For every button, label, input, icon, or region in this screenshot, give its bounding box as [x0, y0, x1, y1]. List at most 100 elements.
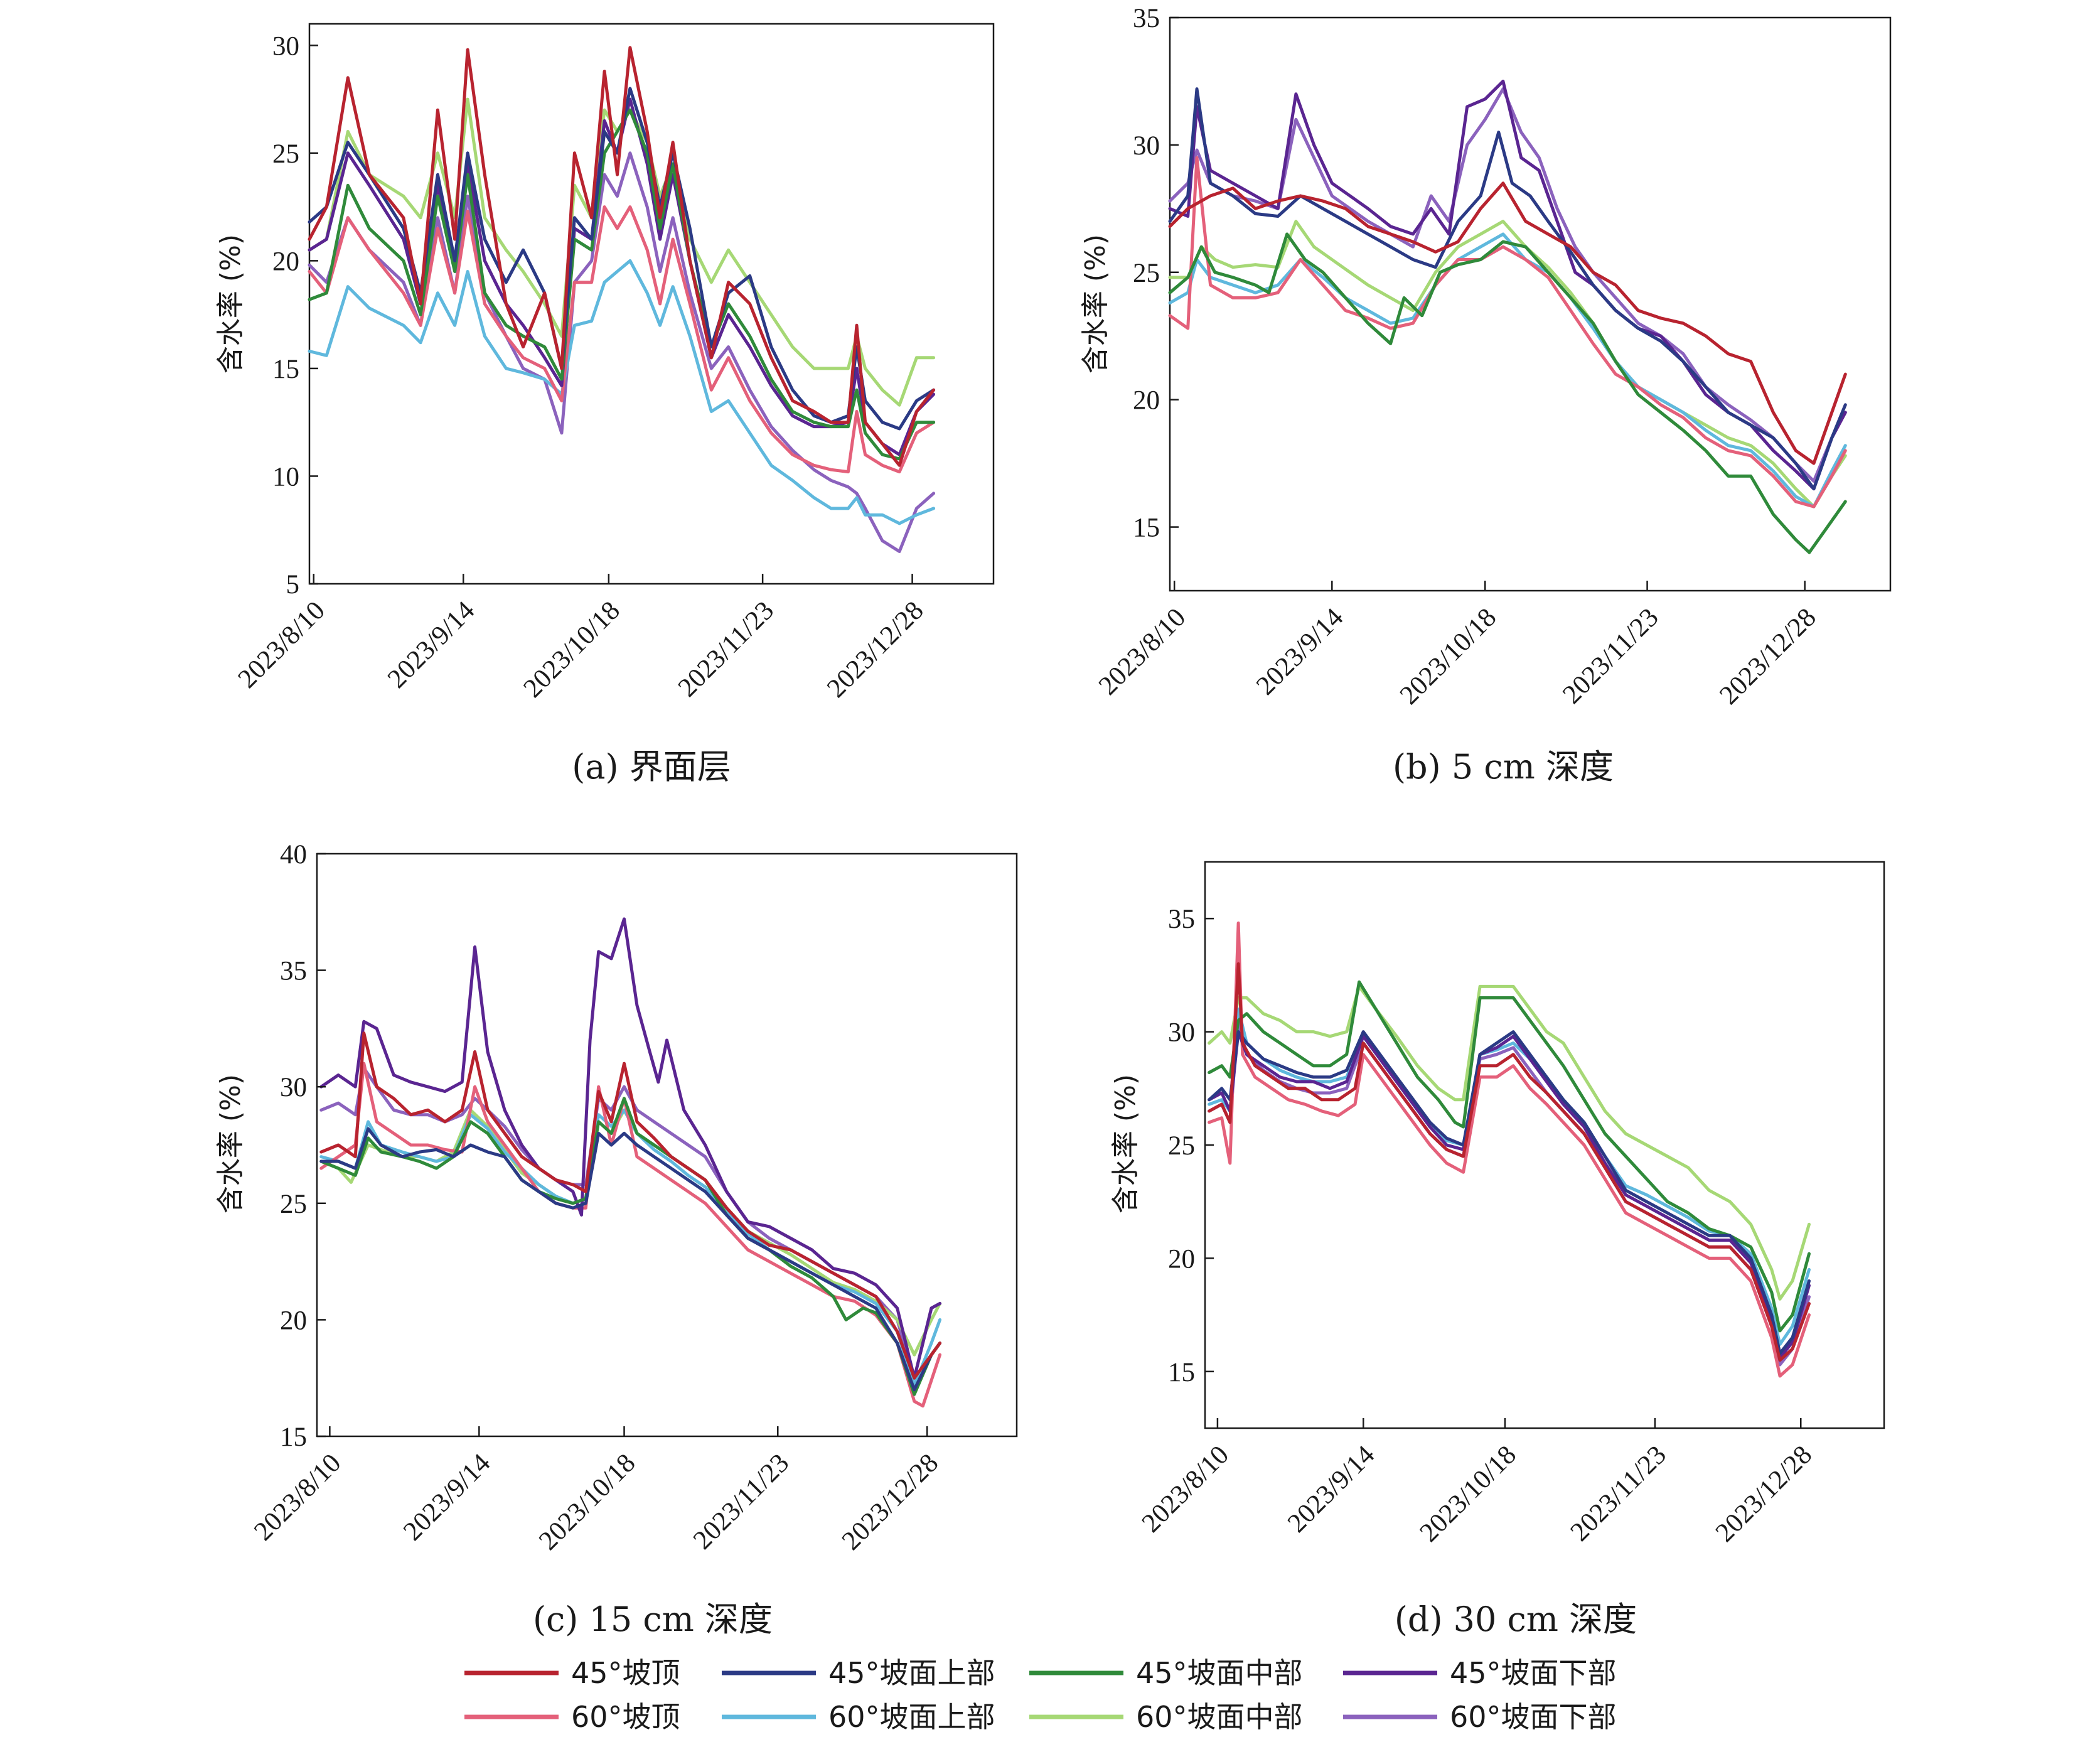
y-tick-label-b-3: 30 [1133, 131, 1160, 161]
plot-frame-a [308, 23, 995, 585]
y-tick-label-a-3: 20 [272, 247, 299, 276]
x-tick-label-d-3: 2023/11/23 [1565, 1440, 1672, 1547]
caption-b: (b) 5 cm 深度 [1393, 747, 1614, 787]
y-tick-label-a-1: 10 [272, 462, 299, 492]
y-tick-label-d-2: 25 [1168, 1131, 1195, 1161]
x-tick-label-b-0: 2023/8/10 [1093, 603, 1192, 701]
y-ticks-d: 15 20 25 30 35 [1168, 905, 1214, 1387]
series-line-b-1 [1168, 87, 1847, 491]
series-line-c-5 [319, 1108, 942, 1387]
caption-c: (c) 15 cm 深度 [533, 1600, 773, 1639]
caption-d: (d) 30 cm 深度 [1395, 1600, 1637, 1639]
y-tick-label-b-0: 15 [1133, 514, 1160, 543]
legend-label-5: 60°坡面上部 [828, 1700, 995, 1734]
x-tick-label-b-3: 2023/11/23 [1557, 603, 1664, 710]
y-axis-label-d: 含水率 (%) [1110, 1074, 1142, 1213]
series-line-b-2 [1168, 232, 1847, 554]
series-line-d-1 [1208, 1030, 1811, 1355]
y-tick-label-d-0: 15 [1168, 1358, 1195, 1387]
y-tick-label-b-1: 20 [1133, 386, 1160, 416]
series-line-d-5 [1208, 1008, 1811, 1346]
legend: 45°坡顶 45°坡面上部 45°坡面中部 45°坡面下部 60°坡顶 60°坡… [464, 1656, 1617, 1734]
y-tick-label-a-0: 5 [286, 570, 300, 600]
x-ticks-b: 2023/8/10 2023/9/14 2023/10/18 2023/11/23 20… [1093, 581, 1822, 711]
series-group-a [308, 46, 936, 553]
x-tick-label-c-0: 2023/8/10 [249, 1448, 347, 1547]
series-line-b-4 [1168, 156, 1847, 508]
y-tick-label-c-1: 20 [280, 1306, 307, 1335]
y-ticks-a: 5 10 15 20 25 30 [272, 31, 318, 600]
x-tick-label-a-4: 2023/12/28 [822, 596, 929, 704]
x-ticks-a: 2023/8/10 2023/9/14 2023/10/18 2023/11/23 20… [232, 574, 929, 704]
y-ticks-b: 15 20 25 30 35 [1133, 4, 1179, 543]
x-tick-label-d-0: 2023/8/10 [1136, 1440, 1235, 1539]
legend-label-6: 60°坡面中部 [1136, 1700, 1303, 1734]
legend-label-7: 60°坡面下部 [1450, 1700, 1617, 1734]
y-ticks-c: 15 20 25 30 35 40 [280, 840, 326, 1452]
y-tick-label-c-2: 25 [280, 1190, 307, 1219]
legend-label-0: 45°坡顶 [571, 1656, 680, 1690]
series-group-d [1208, 921, 1811, 1378]
x-tick-label-b-1: 2023/9/14 [1251, 603, 1349, 701]
y-axis-label-b: 含水率 (%) [1079, 234, 1112, 374]
x-tick-label-a-3: 2023/11/23 [673, 596, 780, 703]
legend-label-2: 45°坡面中部 [1136, 1656, 1303, 1690]
series-line-b-5 [1168, 232, 1847, 508]
series-group-c [319, 917, 942, 1408]
y-tick-label-a-4: 25 [272, 139, 299, 169]
x-tick-label-a-1: 2023/9/14 [382, 596, 481, 694]
series-line-b-6 [1168, 220, 1847, 508]
x-tick-label-b-4: 2023/12/28 [1714, 603, 1822, 711]
series-line-a-3 [308, 97, 936, 456]
series-line-b-0 [1168, 181, 1847, 465]
x-tick-label-c-1: 2023/9/14 [398, 1448, 496, 1547]
series-line-d-6 [1208, 984, 1811, 1301]
plot-frame-b [1169, 16, 1892, 592]
y-tick-label-c-0: 15 [280, 1422, 307, 1452]
y-tick-label-c-4: 35 [280, 957, 307, 986]
x-tick-label-c-3: 2023/11/23 [688, 1448, 795, 1556]
x-tick-label-c-4: 2023/12/28 [837, 1448, 945, 1556]
y-axis-label-c: 含水率 (%) [215, 1074, 247, 1213]
legend-label-3: 45°坡面下部 [1450, 1656, 1617, 1690]
x-tick-label-a-2: 2023/10/18 [518, 596, 626, 704]
y-tick-label-b-2: 25 [1133, 259, 1160, 288]
legend-label-1: 45°坡面上部 [828, 1656, 995, 1690]
y-tick-label-d-4: 35 [1168, 905, 1195, 934]
y-tick-label-d-3: 30 [1168, 1018, 1195, 1048]
x-tick-label-d-4: 2023/12/28 [1710, 1440, 1818, 1548]
y-tick-label-d-1: 20 [1168, 1244, 1195, 1274]
series-line-a-7 [308, 151, 936, 553]
y-tick-label-c-3: 30 [280, 1073, 307, 1102]
series-line-a-2 [308, 108, 936, 461]
y-tick-label-c-5: 40 [280, 840, 307, 869]
series-line-c-1 [319, 1127, 942, 1392]
series-line-a-4 [308, 205, 936, 474]
series-line-a-0 [308, 46, 936, 467]
plot-frame-c [316, 852, 1018, 1438]
x-ticks-d: 2023/8/10 2023/9/14 2023/10/18 2023/11/23 20… [1136, 1418, 1818, 1548]
series-group-b [1168, 79, 1847, 554]
y-tick-label-a-5: 30 [272, 31, 299, 61]
series-line-d-4 [1208, 921, 1811, 1378]
panel-c: 15 20 25 30 35 40 2023/8/10 2023/9/14 2023/10/1… [215, 840, 1018, 1639]
y-axis-label-a: 含水率 (%) [215, 234, 247, 374]
x-tick-label-c-2: 2023/10/18 [533, 1448, 641, 1556]
caption-a: (a) 界面层 [572, 747, 731, 787]
x-tick-label-d-1: 2023/9/14 [1282, 1440, 1381, 1539]
panel-a: 5 10 15 20 25 30 2023/8/10 2023/9/14 2023/10/18… [215, 23, 995, 787]
x-ticks-c: 2023/8/10 2023/9/14 2023/10/18 2023/11/23 20… [249, 1426, 944, 1556]
legend-label-4: 60°坡顶 [571, 1700, 680, 1734]
series-line-d-0 [1208, 962, 1811, 1362]
series-line-c-3 [319, 917, 942, 1380]
series-line-d-2 [1208, 980, 1811, 1333]
series-line-c-0 [319, 1031, 942, 1380]
series-line-c-2 [319, 1097, 942, 1396]
x-tick-label-b-2: 2023/10/18 [1395, 603, 1503, 711]
series-line-a-5 [308, 259, 936, 525]
y-tick-label-b-4: 35 [1133, 4, 1160, 33]
y-tick-label-a-2: 15 [272, 355, 299, 384]
